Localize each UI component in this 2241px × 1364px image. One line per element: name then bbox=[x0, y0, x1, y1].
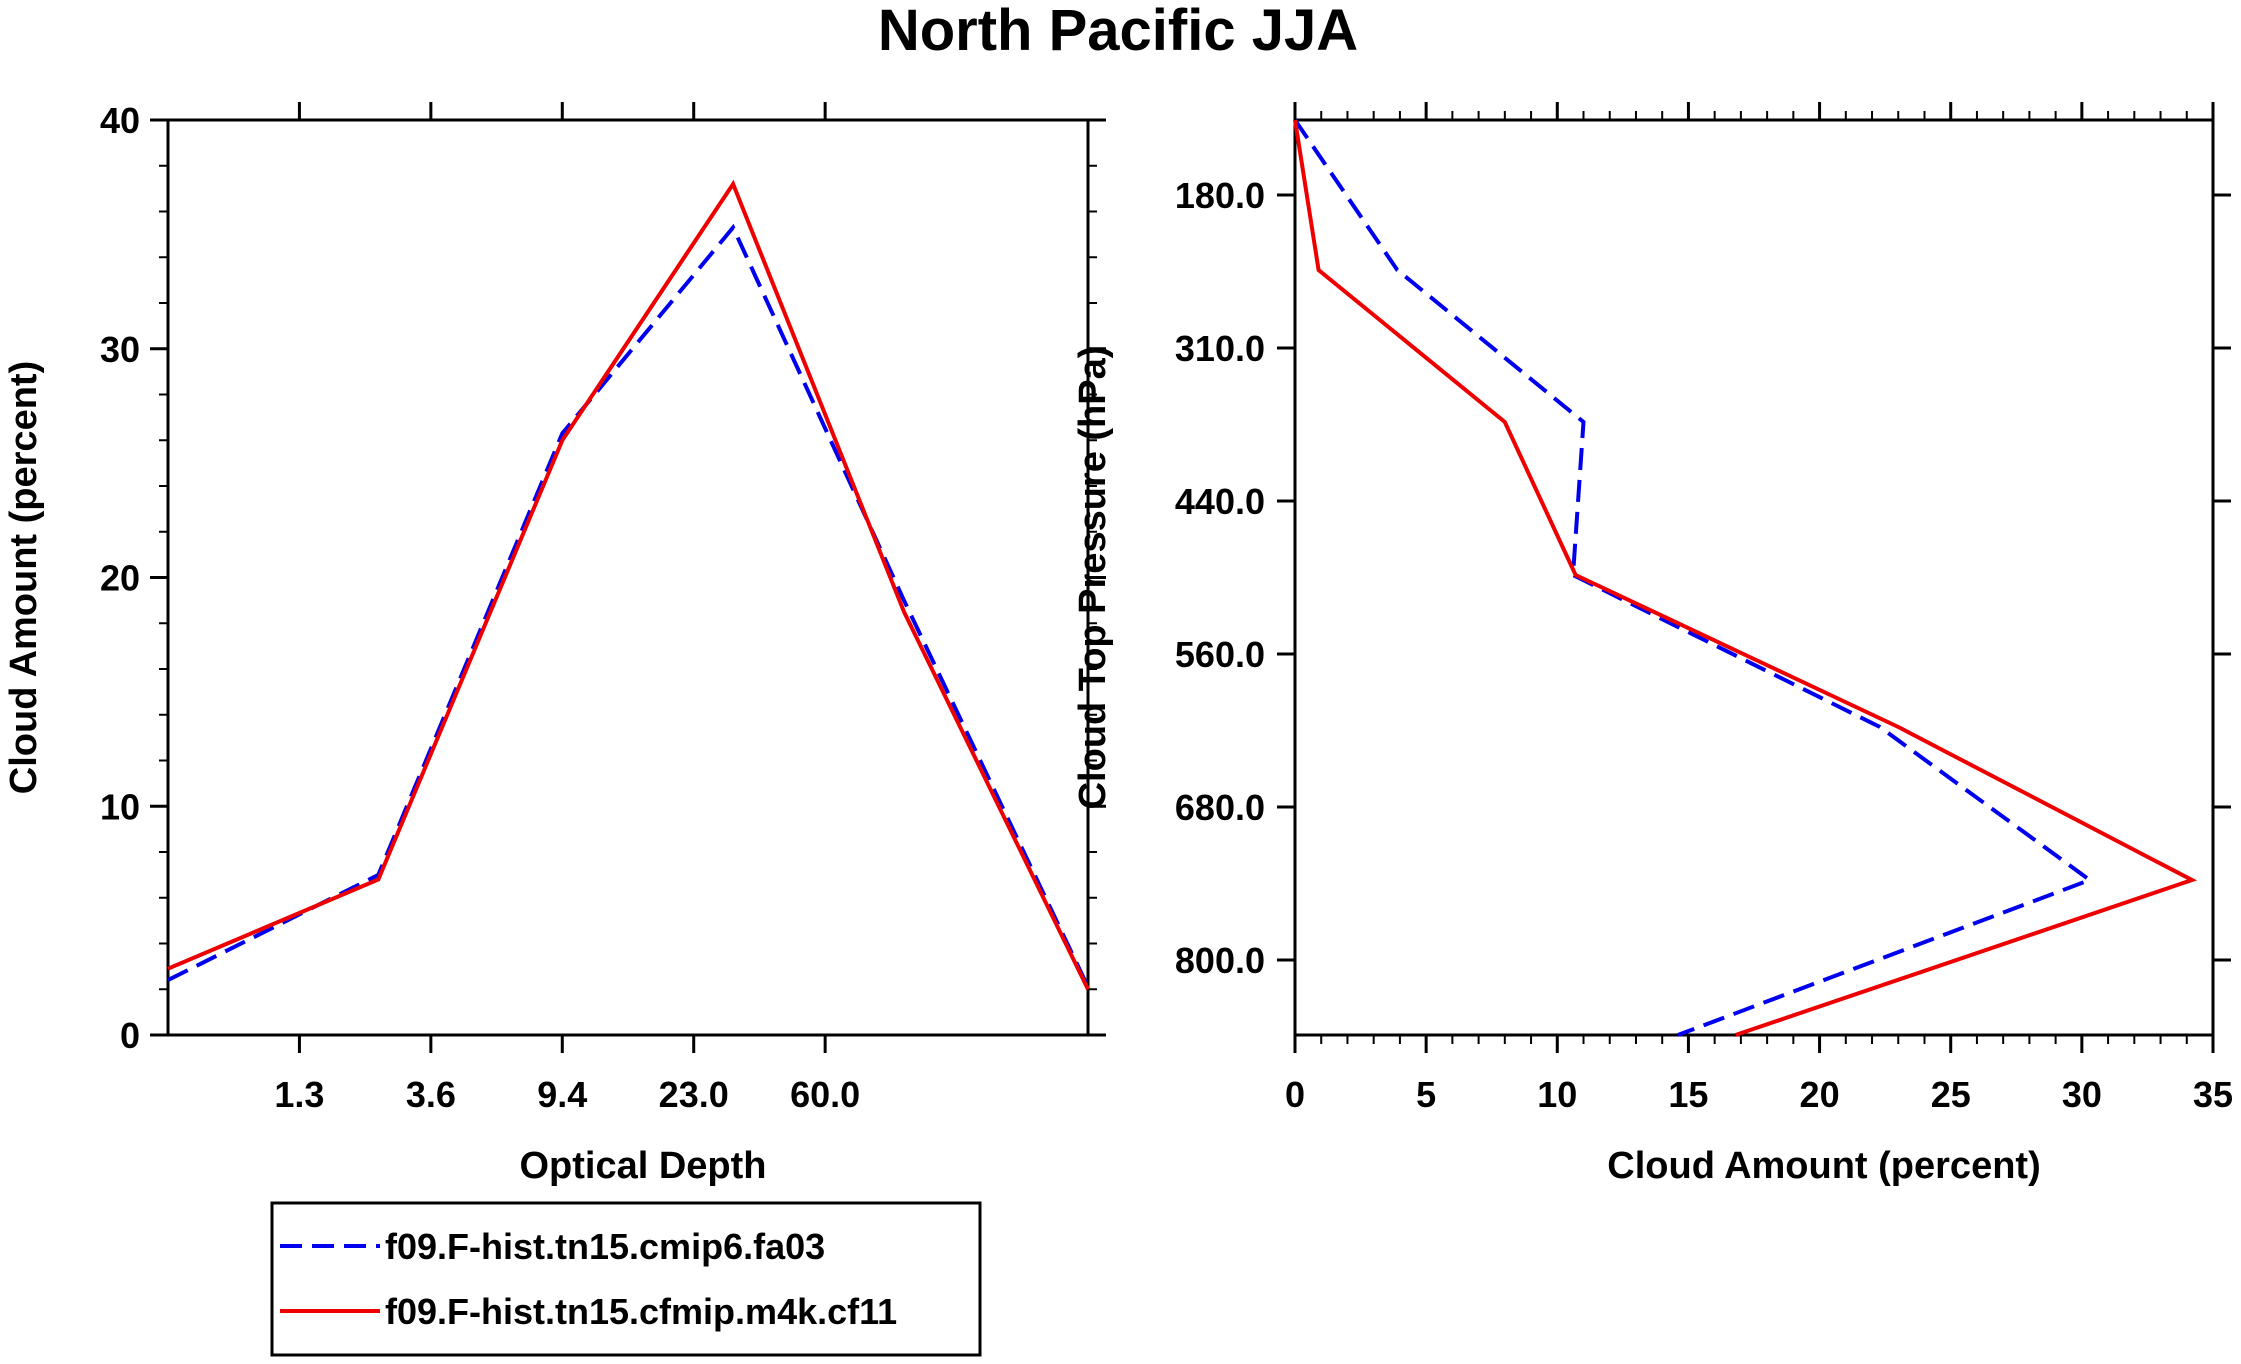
legend-label-1: f09.F-hist.tn15.cfmip.m4k.cf11 bbox=[385, 1291, 897, 1332]
x-tick-label: 15 bbox=[1668, 1074, 1708, 1115]
y-tick-label: 10 bbox=[100, 786, 140, 827]
x-tick-label: 1.3 bbox=[274, 1074, 324, 1115]
y-tick-label: 20 bbox=[100, 558, 140, 599]
right-plot-frame bbox=[1293, 118, 2215, 1037]
y-tick-label: 800.0 bbox=[1175, 940, 1265, 981]
x-tick-label: 5 bbox=[1416, 1074, 1436, 1115]
legend: f09.F-hist.tn15.cmip6.fa03 f09.F-hist.tn… bbox=[270, 1201, 982, 1357]
chart-title: North Pacific JJA bbox=[878, 0, 1358, 63]
legend-box bbox=[270, 1201, 982, 1357]
x-tick-label: 0 bbox=[1285, 1074, 1305, 1115]
x-tick-label: 30 bbox=[2062, 1074, 2102, 1115]
left-series-line-1 bbox=[167, 179, 1090, 991]
legend-label-0: f09.F-hist.tn15.cmip6.fa03 bbox=[385, 1226, 825, 1267]
y-tick-label: 0 bbox=[120, 1015, 140, 1056]
y-axis-label: Cloud Top Pressure (hPa) bbox=[1072, 346, 1114, 810]
x-tick-label: 20 bbox=[1800, 1074, 1840, 1115]
y-axis-label: Cloud Amount (percent) bbox=[3, 361, 45, 794]
x-axis-label: Cloud Amount (percent) bbox=[1607, 1145, 2040, 1187]
y-tick-label: 180.0 bbox=[1175, 175, 1265, 216]
y-tick-label: 40 bbox=[100, 100, 140, 141]
x-axis-label: Optical Depth bbox=[519, 1145, 766, 1187]
x-tick-label: 23.0 bbox=[659, 1074, 729, 1115]
right-series-line-1 bbox=[1293, 119, 2198, 1037]
right-chart: 0 5 10 15 20 25 30 35 180.0 310.0 440.0 560.0 680.0 8… bbox=[1072, 102, 2233, 1187]
x-tick-label: 10 bbox=[1537, 1074, 1577, 1115]
y-tick-label: 560.0 bbox=[1175, 634, 1265, 675]
y-tick-label: 680.0 bbox=[1175, 787, 1265, 828]
y-tick-label: 310.0 bbox=[1175, 328, 1265, 369]
right-series-line-0 bbox=[1293, 118, 2094, 1037]
left-chart: 0 10 20 30 40 1.3 3.6 9.4 23.0 60.0 Optical Depth C… bbox=[3, 100, 1106, 1187]
left-plot-frame bbox=[166, 118, 1090, 1037]
x-tick-label: 25 bbox=[1931, 1074, 1971, 1115]
x-tick-label: 9.4 bbox=[537, 1074, 587, 1115]
y-tick-label: 30 bbox=[100, 329, 140, 370]
x-tick-label: 3.6 bbox=[406, 1074, 456, 1115]
x-tick-label: 60.0 bbox=[790, 1074, 860, 1115]
y-tick-label: 440.0 bbox=[1175, 481, 1265, 522]
x-tick-label: 35 bbox=[2193, 1074, 2233, 1115]
